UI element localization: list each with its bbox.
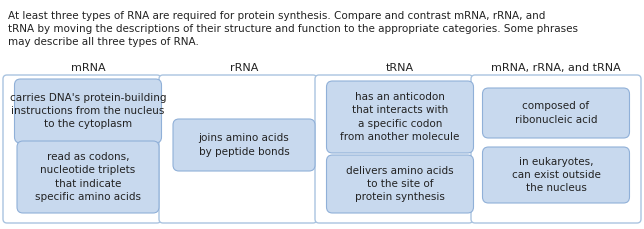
FancyBboxPatch shape <box>15 79 162 143</box>
FancyBboxPatch shape <box>327 81 473 153</box>
Text: joins amino acids
by peptide bonds: joins amino acids by peptide bonds <box>198 134 289 157</box>
Text: carries DNA's protein-building
instructions from the nucleus
to the cytoplasm: carries DNA's protein-building instructi… <box>10 93 166 129</box>
Text: in eukaryotes,
can exist outside
the nucleus: in eukaryotes, can exist outside the nuc… <box>511 157 600 193</box>
Text: tRNA: tRNA <box>386 63 414 73</box>
Text: mRNA, rRNA, and tRNA: mRNA, rRNA, and tRNA <box>491 63 621 73</box>
FancyBboxPatch shape <box>482 147 629 203</box>
FancyBboxPatch shape <box>159 75 317 223</box>
Text: has an anticodon
that interacts with
a specific codon
from another molecule: has an anticodon that interacts with a s… <box>340 92 460 142</box>
FancyBboxPatch shape <box>471 75 641 223</box>
FancyBboxPatch shape <box>3 75 161 223</box>
Text: rRNA: rRNA <box>230 63 258 73</box>
Text: mRNA: mRNA <box>71 63 106 73</box>
Text: delivers amino acids
to the site of
protein synthesis: delivers amino acids to the site of prot… <box>346 166 454 202</box>
FancyBboxPatch shape <box>173 119 315 171</box>
FancyBboxPatch shape <box>315 75 473 223</box>
Text: read as codons,
nucleotide triplets
that indicate
specific amino acids: read as codons, nucleotide triplets that… <box>35 152 141 202</box>
Text: At least three types of RNA are required for protein synthesis. Compare and cont: At least three types of RNA are required… <box>8 11 578 47</box>
FancyBboxPatch shape <box>482 88 629 138</box>
FancyBboxPatch shape <box>327 155 473 213</box>
Text: composed of
ribonucleic acid: composed of ribonucleic acid <box>515 101 597 125</box>
FancyBboxPatch shape <box>17 141 159 213</box>
